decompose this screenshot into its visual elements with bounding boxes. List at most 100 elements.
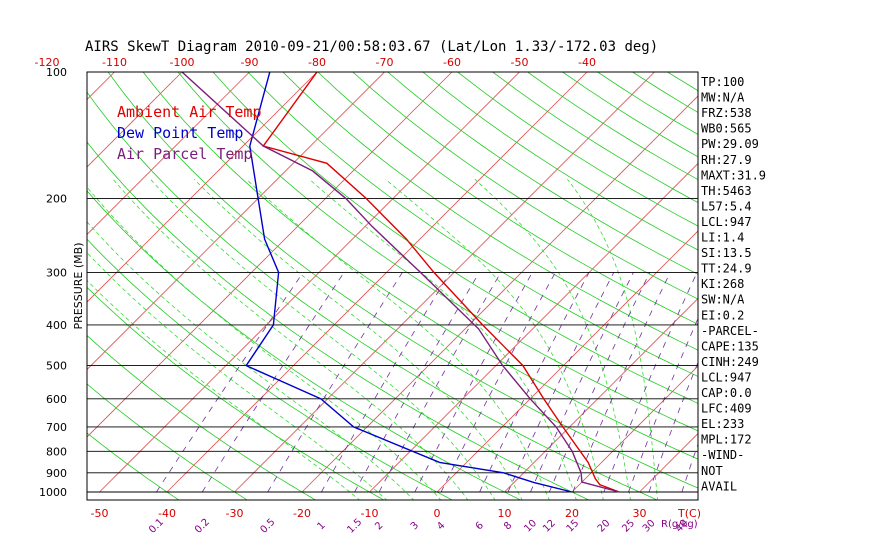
bottom-temp-tick-label: -10 bbox=[361, 507, 379, 520]
pressure-tick-label: 200 bbox=[46, 192, 67, 205]
legend-air-parcel-temp: Air Parcel Temp bbox=[117, 145, 252, 163]
chart-title: AIRS SkewT Diagram 2010-09-21/00:58:03.6… bbox=[85, 39, 658, 55]
index-line: RH:27.9 bbox=[701, 153, 752, 167]
mixing-ratio-tick-label: 0.5 bbox=[258, 517, 277, 536]
dry-adiabat-line bbox=[177, 72, 698, 432]
index-line: WB0:565 bbox=[701, 122, 752, 136]
top-temp-tick-label: -70 bbox=[376, 56, 394, 69]
dry-adiabat-line bbox=[317, 72, 698, 325]
index-line: -PARCEL- bbox=[701, 324, 759, 338]
mixing-ratio-line bbox=[479, 272, 590, 493]
mixing-ratio-tick-label: 3 bbox=[409, 520, 421, 532]
isotherm-line bbox=[639, 432, 698, 493]
top-temp-tick-label: -90 bbox=[241, 56, 259, 69]
isotherm-line bbox=[369, 162, 698, 493]
mixing-ratio-tick-label: 8 bbox=[502, 520, 514, 532]
pressure-tick-label: 100 bbox=[46, 66, 67, 79]
dry-adiabat-line bbox=[87, 141, 590, 500]
isotherm-line bbox=[87, 72, 453, 438]
dry-adiabat-line bbox=[87, 190, 522, 500]
legend-dew-point-temp: Dew Point Temp bbox=[117, 124, 243, 142]
index-line: TT:24.9 bbox=[701, 262, 752, 276]
pressure-tick-label: 500 bbox=[46, 360, 67, 373]
index-line: SW:N/A bbox=[701, 293, 745, 307]
mixing-ratio-tick-label: 1 bbox=[315, 520, 327, 532]
pressure-tick-label: 400 bbox=[46, 319, 67, 332]
mixing-ratio-line bbox=[530, 272, 634, 493]
index-line: TH:5463 bbox=[701, 184, 752, 198]
mixing-ratio-tick-label: 20 bbox=[596, 518, 613, 535]
bottom-temp-tick-label: 20 bbox=[565, 507, 579, 520]
moist-adiabat-line bbox=[309, 178, 577, 500]
dry-adiabat-line bbox=[492, 72, 698, 204]
bottom-temp-tick-label: -50 bbox=[91, 507, 109, 520]
plot-frame bbox=[86, 71, 699, 501]
index-line: LCL:947 bbox=[701, 215, 752, 229]
top-temp-tick-labels: -120 -110 -100 -90 -80 -70 -60 -50 -40 bbox=[35, 56, 596, 69]
mixing-ratio-tick-label: 10 bbox=[522, 518, 539, 535]
mixing-ratio-line bbox=[648, 361, 698, 493]
index-line: SI:13.5 bbox=[701, 246, 752, 260]
top-temp-tick-label: -110 bbox=[102, 56, 127, 69]
dry-adiabat-line bbox=[247, 72, 698, 377]
pressure-tick-label: 800 bbox=[46, 445, 67, 458]
pressure-tick-label: 1000 bbox=[39, 486, 67, 499]
mixing-ratio-unit-label: R(g/kg) bbox=[661, 519, 698, 530]
bottom-temp-tick-label: -20 bbox=[293, 507, 311, 520]
isotherm-line bbox=[87, 72, 318, 303]
isotherm-line bbox=[571, 365, 698, 493]
index-line: EL:233 bbox=[701, 417, 744, 431]
isotherm-line bbox=[775, 72, 870, 492]
dry-adiabat-line bbox=[457, 72, 698, 227]
top-temp-tick-label: -100 bbox=[170, 56, 195, 69]
dry-adiabat-line bbox=[107, 72, 698, 489]
dry-adiabat-line bbox=[387, 72, 698, 275]
mixing-ratio-line bbox=[414, 272, 533, 493]
index-line: L57:5.4 bbox=[701, 199, 752, 213]
dry-adiabat-line bbox=[87, 383, 248, 500]
x-axis-unit-label: T(C) bbox=[677, 507, 701, 520]
series-line-air-parcel-temp bbox=[181, 72, 620, 493]
bottom-temp-tick-labels: -50 -40 -30 -20 -10 0 10 20 30 bbox=[91, 507, 647, 520]
mixing-ratio-line bbox=[354, 272, 480, 493]
index-line: FRZ:538 bbox=[701, 106, 752, 120]
bottom-temp-tick-label: 30 bbox=[633, 507, 647, 520]
dry-adiabat-line bbox=[527, 72, 698, 181]
index-line: MW:N/A bbox=[701, 91, 745, 105]
pressure-tick-label: 700 bbox=[46, 421, 67, 434]
index-line: LFC:409 bbox=[701, 402, 752, 416]
moist-adiabat-line bbox=[246, 178, 550, 500]
index-line: PW:29.09 bbox=[701, 137, 759, 151]
dry-adiabat-line bbox=[212, 72, 698, 404]
pressure-tick-label: 600 bbox=[46, 393, 67, 406]
mixing-ratio-tick-label: 30 bbox=[641, 518, 658, 535]
index-line: MAXT:31.9 bbox=[701, 168, 766, 182]
dry-adiabat-lines bbox=[87, 72, 698, 500]
index-line: -WIND- bbox=[701, 448, 744, 462]
isotherm-line bbox=[301, 95, 698, 493]
legend: Ambient Air Temp Dew Point Temp Air Parc… bbox=[117, 103, 262, 163]
mixing-ratio-line bbox=[603, 272, 698, 493]
dry-adiabat-line bbox=[422, 72, 698, 251]
pressure-tick-label: 900 bbox=[46, 467, 67, 480]
mixing-ratio-line bbox=[321, 272, 451, 493]
moist-adiabat-line bbox=[385, 178, 604, 500]
index-line: EI:0.2 bbox=[701, 308, 744, 322]
y-axis-label: PRESSURE (MB) bbox=[72, 243, 85, 330]
moist-adiabat-line bbox=[150, 178, 496, 500]
dry-adiabat-line bbox=[282, 72, 698, 351]
mixing-ratio-lines bbox=[156, 272, 698, 493]
mixing-ratio-line bbox=[440, 272, 556, 493]
mixing-ratio-line bbox=[267, 272, 403, 493]
mixing-ratio-tick-label: 0.2 bbox=[193, 517, 212, 536]
legend-ambient-air-temp: Ambient Air Temp bbox=[117, 103, 262, 121]
index-line: CAP:0.0 bbox=[701, 386, 752, 400]
moist-adiabat-line bbox=[87, 221, 415, 500]
isotherm-line bbox=[0, 72, 47, 492]
index-line: TP:100 bbox=[701, 75, 744, 89]
isotherm-line bbox=[87, 72, 250, 236]
moist-adiabat-line bbox=[567, 178, 658, 500]
top-temp-tick-label: -80 bbox=[308, 56, 326, 69]
mixing-ratio-line bbox=[548, 272, 651, 493]
